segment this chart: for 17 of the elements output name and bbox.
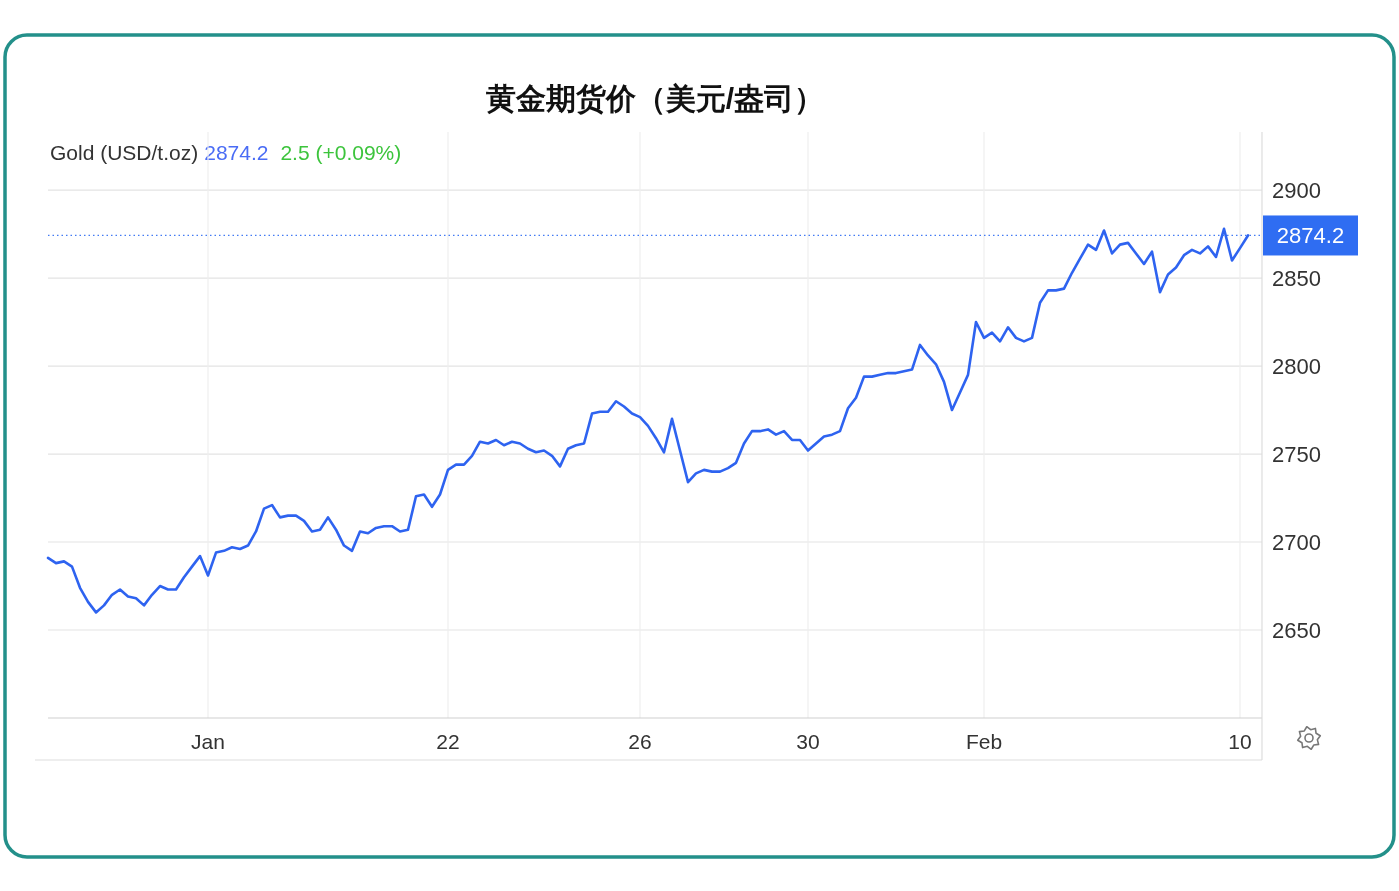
chart-title: 黄金期货价（美元/盎司） bbox=[485, 82, 825, 115]
y-tick-label: 2900 bbox=[1272, 178, 1321, 204]
annotation: 2874.2 bbox=[204, 141, 269, 164]
y-tick-label: 2850 bbox=[1272, 266, 1321, 292]
annotation: 2.5 (+0.09%) bbox=[280, 141, 402, 164]
y-tick-label: 2800 bbox=[1272, 354, 1321, 380]
x-tick-label: 10 bbox=[1228, 730, 1252, 753]
x-tick-label: 30 bbox=[796, 730, 820, 753]
y-tick-label: 2650 bbox=[1272, 618, 1321, 644]
x-tick-label: Jan bbox=[191, 730, 225, 753]
y-tick-label: 2700 bbox=[1272, 530, 1321, 556]
x-tick-label: Feb bbox=[965, 730, 1003, 753]
ref-line-label: 2874.2 bbox=[1276, 223, 1345, 249]
chart-subtitle: Gold (USD/t.oz) bbox=[50, 141, 199, 164]
y-tick-label: 2750 bbox=[1272, 442, 1321, 468]
x-tick-label: 22 bbox=[436, 730, 460, 753]
x-tick-label: 26 bbox=[628, 730, 652, 753]
